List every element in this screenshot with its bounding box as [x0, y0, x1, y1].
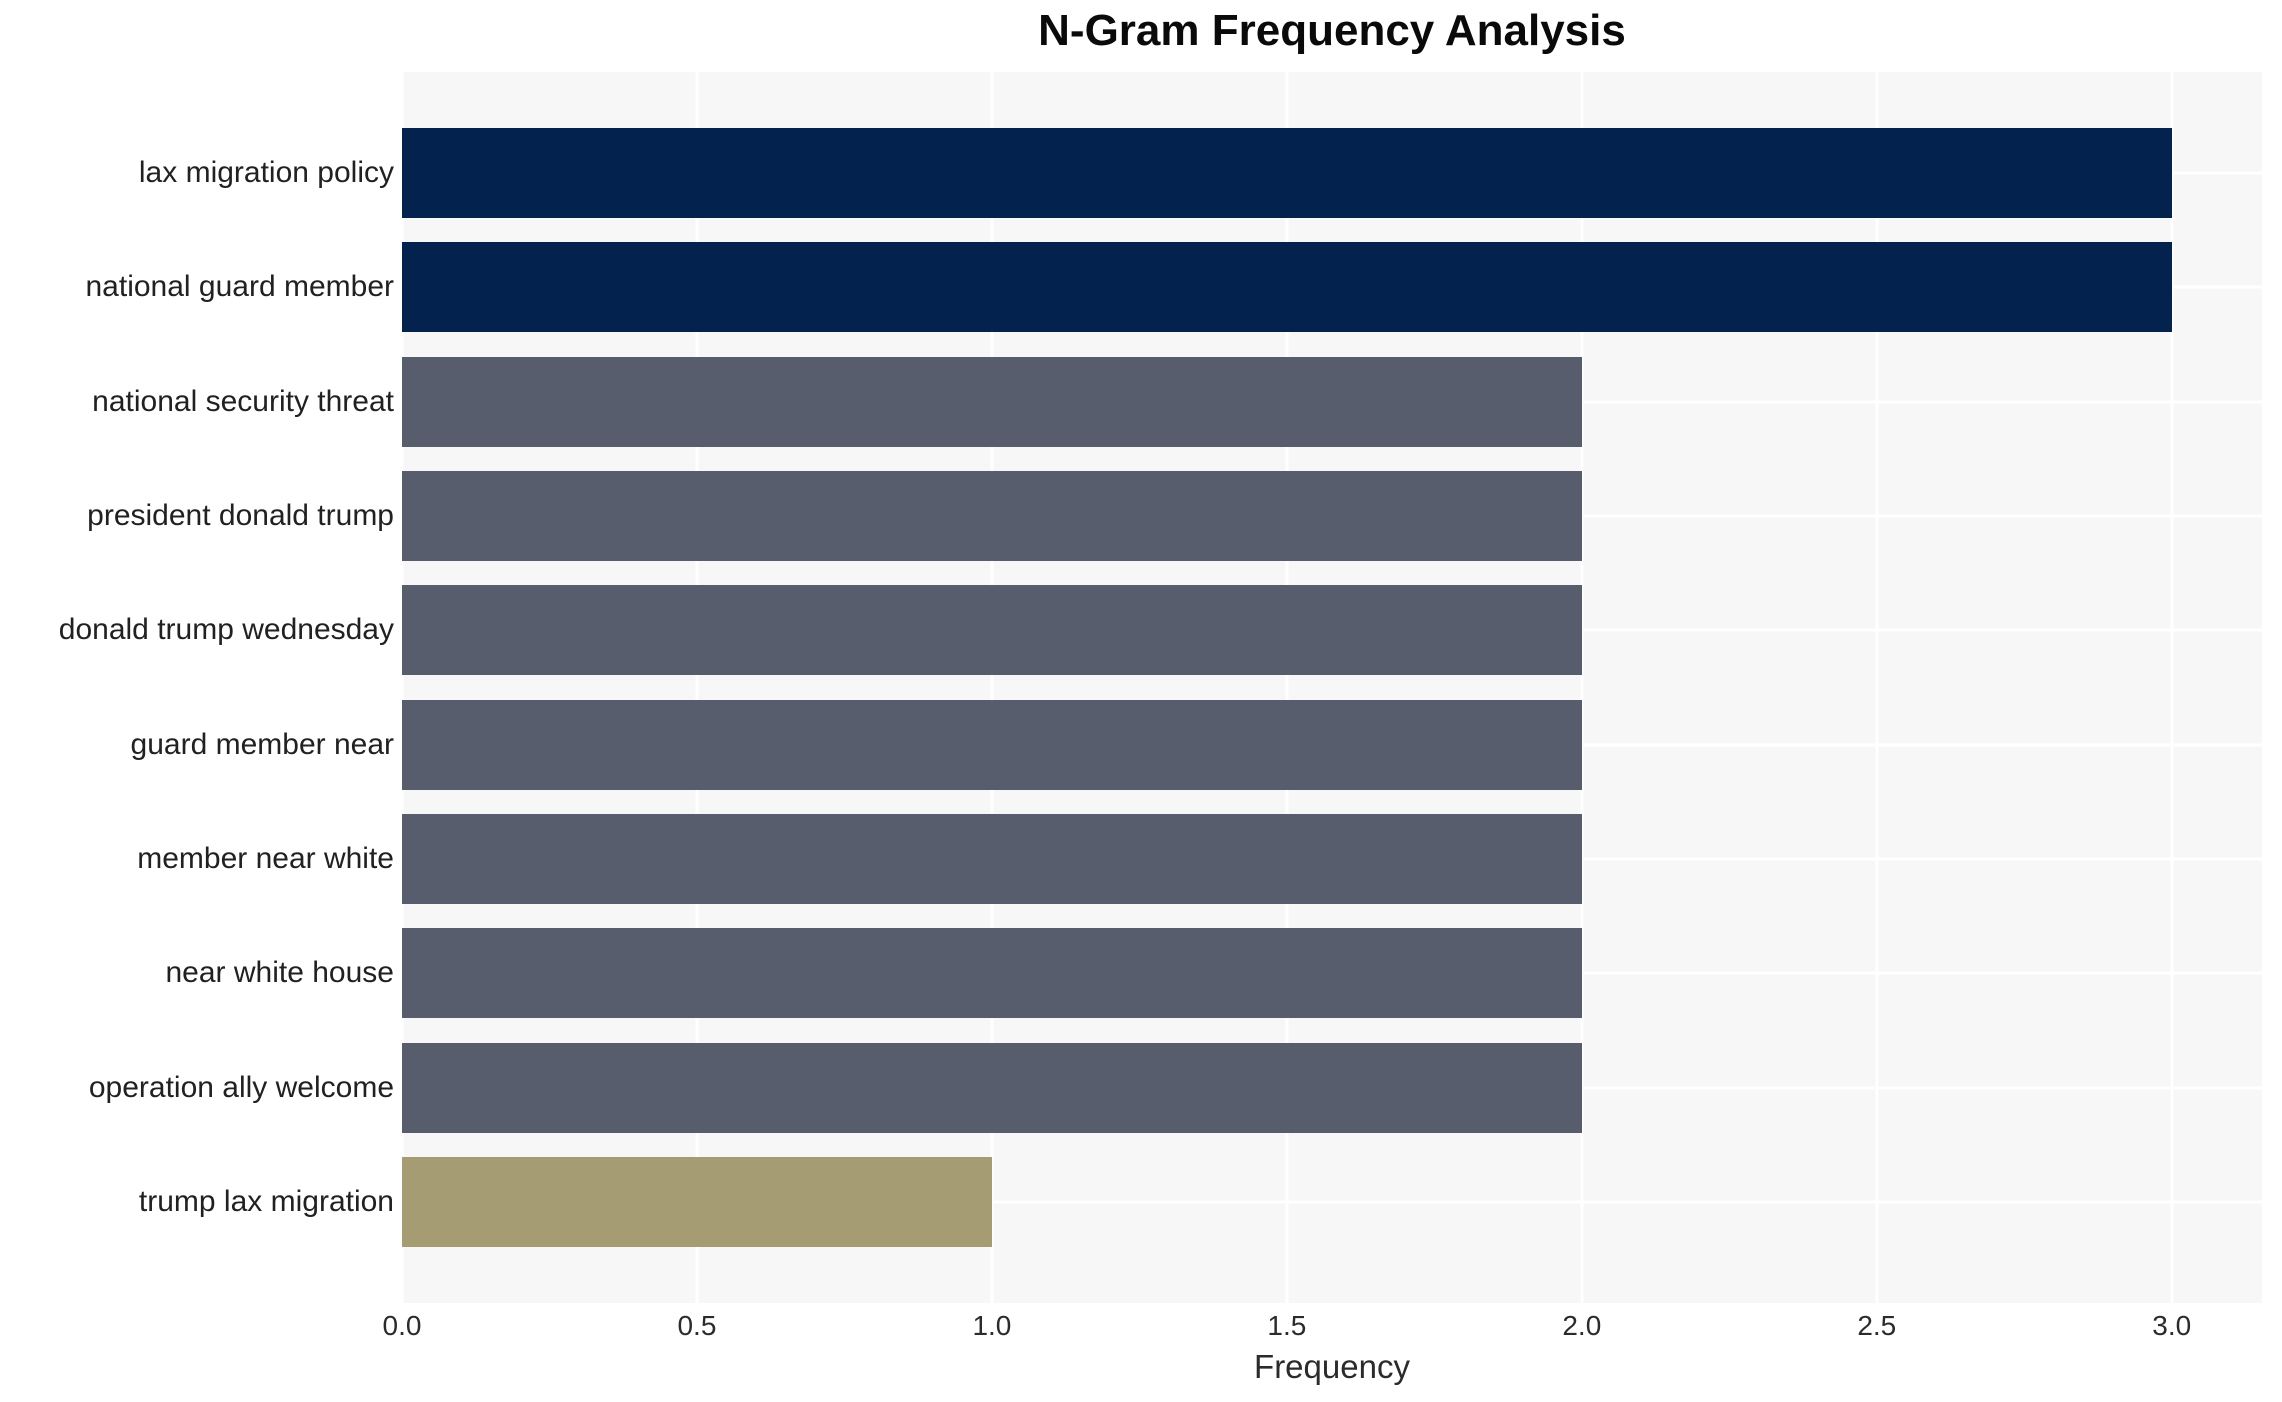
- bar-row-guard-member-near: [402, 688, 2262, 802]
- bar-donald-trump-wednesday: [402, 585, 1582, 676]
- y-tick-label-guard-member-near: guard member near: [130, 727, 394, 761]
- bar-row-national-guard-member: [402, 230, 2262, 344]
- gridline-horizontal: [402, 1200, 2262, 1204]
- x-tick-label-0.0: 0.0: [382, 1310, 422, 1341]
- gridline-vertical-2.5: [1875, 72, 1879, 1303]
- x-tick-label-1.0: 1.0: [972, 1310, 1012, 1341]
- y-tick-label-national-security-threat: national security threat: [92, 384, 394, 418]
- bar-row-donald-trump-wednesday: [402, 573, 2262, 687]
- x-axis-title: Frequency: [1254, 1348, 1410, 1385]
- y-axis-labels: lax migration policy national guard membe…: [0, 72, 394, 1303]
- gridline-vertical-0.5: [695, 72, 699, 1303]
- bar-row-trump-lax-migration: [402, 1145, 2262, 1259]
- gridline-vertical-1.0: [990, 72, 994, 1303]
- y-tick-label-lax-migration-policy: lax migration policy: [138, 156, 394, 190]
- y-tick-label-near-white-house: near white house: [165, 956, 395, 990]
- bar-operation-ally-welcome: [402, 1042, 1582, 1133]
- y-tick-label-member-near-white: member near white: [137, 841, 394, 875]
- y-tick-label-donald-trump-wednesday: donald trump wednesday: [58, 613, 394, 647]
- chart-title: N-Gram Frequency Analysis: [1038, 6, 1626, 55]
- x-axis-ticks: 0.0 0.5 1.0 1.5 2.0 2.5 3.0: [0, 1310, 2282, 1344]
- gridline-vertical-1.5: [1285, 72, 1289, 1303]
- plot-area: [400, 72, 2262, 1303]
- bar-guard-member-near: [402, 699, 1582, 790]
- y-tick-label-trump-lax-migration: trump lax migration: [138, 1184, 394, 1218]
- gridline-vertical-2.0: [1580, 72, 1584, 1303]
- x-tick-label-2.0: 2.0: [1562, 1310, 1602, 1341]
- x-tick-label-1.5: 1.5: [1267, 1310, 1307, 1341]
- bar-row-national-security-threat: [402, 345, 2262, 459]
- bar-row-president-donald-trump: [402, 459, 2262, 573]
- x-tick-label-0.5: 0.5: [677, 1310, 717, 1341]
- bar-trump-lax-migration: [402, 1156, 992, 1247]
- bar-national-security-threat: [402, 356, 1582, 447]
- bar-row-lax-migration-policy: [402, 116, 2262, 230]
- y-tick-label-operation-ally-welcome: operation ally welcome: [88, 1070, 394, 1104]
- y-tick-label-president-donald-trump: president donald trump: [87, 499, 394, 533]
- gridline-vertical-0.0: [400, 72, 404, 1303]
- bar-near-white-house: [402, 928, 1582, 1019]
- bar-row-member-near-white: [402, 802, 2262, 916]
- bar-lax-migration-policy: [402, 128, 2172, 219]
- bar-row-operation-ally-welcome: [402, 1030, 2262, 1144]
- y-tick-label-national-guard-member: national guard member: [85, 270, 394, 304]
- bar-member-near-white: [402, 813, 1582, 904]
- bar-president-donald-trump: [402, 471, 1582, 562]
- x-tick-label-2.5: 2.5: [1857, 1310, 1897, 1341]
- bar-row-near-white-house: [402, 916, 2262, 1030]
- bar-national-guard-member: [402, 242, 2172, 333]
- gridline-vertical-3.0: [2170, 72, 2174, 1303]
- x-tick-label-3.0: 3.0: [2152, 1310, 2192, 1341]
